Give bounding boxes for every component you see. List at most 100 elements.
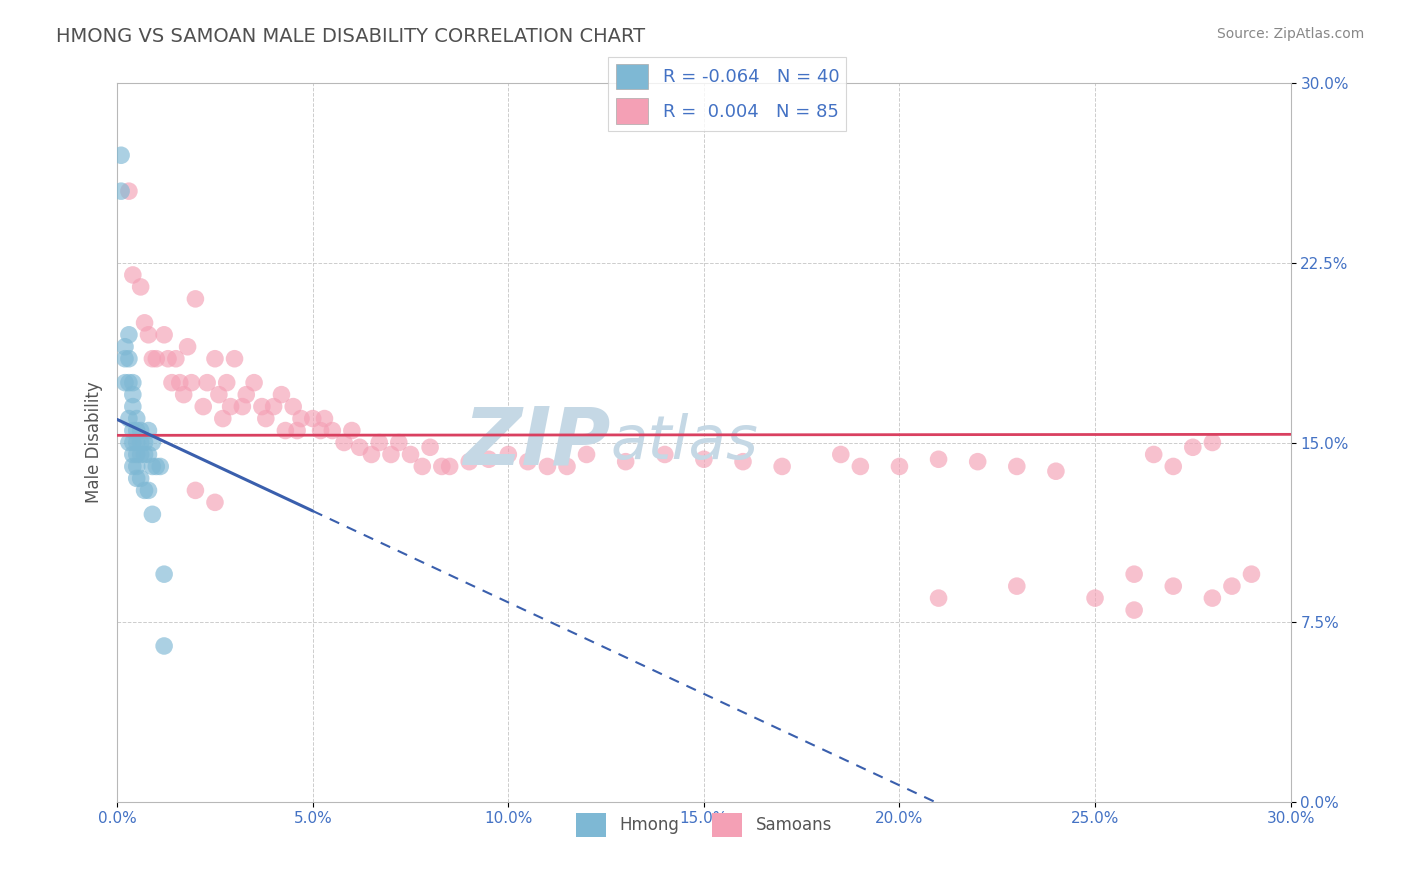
Point: [309, 424, 332, 438]
Point: [125, 411, 148, 425]
Point: [254, 411, 277, 425]
Point: [614, 455, 637, 469]
Point: [243, 376, 266, 390]
Point: [195, 376, 218, 390]
Point: [138, 483, 160, 498]
Point: [231, 400, 253, 414]
Point: [204, 351, 226, 366]
Point: [215, 376, 238, 390]
Point: [129, 448, 152, 462]
Text: Source: ZipAtlas.com: Source: ZipAtlas.com: [1216, 27, 1364, 41]
Point: [160, 376, 183, 390]
Point: [1005, 459, 1028, 474]
Point: [173, 387, 195, 401]
Point: [118, 435, 141, 450]
Point: [1143, 448, 1166, 462]
Point: [129, 280, 152, 294]
Point: [114, 351, 136, 366]
Point: [121, 448, 143, 462]
Point: [145, 351, 167, 366]
Point: [235, 387, 257, 401]
Point: [141, 508, 163, 522]
Text: ZIP: ZIP: [463, 403, 610, 482]
Point: [360, 448, 382, 462]
Point: [1005, 579, 1028, 593]
Point: [498, 448, 520, 462]
Point: [458, 455, 481, 469]
Point: [1161, 579, 1184, 593]
Point: [380, 448, 402, 462]
Point: [149, 459, 172, 474]
Point: [138, 327, 160, 342]
Point: [125, 424, 148, 438]
Text: atlas: atlas: [610, 413, 758, 472]
Point: [157, 351, 180, 366]
Point: [388, 435, 411, 450]
Point: [125, 435, 148, 450]
Point: [1123, 603, 1146, 617]
Point: [928, 591, 950, 606]
Point: [129, 435, 152, 450]
Point: [121, 424, 143, 438]
Y-axis label: Male Disability: Male Disability: [86, 382, 103, 503]
Point: [184, 292, 207, 306]
Point: [274, 424, 297, 438]
Point: [770, 459, 793, 474]
Point: [1084, 591, 1107, 606]
Point: [349, 440, 371, 454]
Point: [141, 435, 163, 450]
Point: [121, 268, 143, 282]
Point: [399, 448, 422, 462]
Point: [250, 400, 273, 414]
Point: [125, 471, 148, 485]
Point: [118, 184, 141, 198]
Point: [290, 411, 312, 425]
Point: [121, 435, 143, 450]
Point: [134, 316, 156, 330]
Point: [1045, 464, 1067, 478]
Point: [180, 376, 202, 390]
Point: [1201, 435, 1223, 450]
Point: [224, 351, 246, 366]
Point: [176, 340, 198, 354]
Point: [169, 376, 191, 390]
Point: [314, 411, 336, 425]
Point: [333, 435, 356, 450]
Point: [849, 459, 872, 474]
Point: [654, 448, 676, 462]
Point: [110, 148, 132, 162]
Point: [830, 448, 852, 462]
Point: [439, 459, 461, 474]
Point: [153, 639, 176, 653]
Point: [1220, 579, 1243, 593]
Point: [138, 448, 160, 462]
Point: [134, 435, 156, 450]
Point: [411, 459, 433, 474]
Text: HMONG VS SAMOAN MALE DISABILITY CORRELATION CHART: HMONG VS SAMOAN MALE DISABILITY CORRELAT…: [56, 27, 645, 45]
Point: [283, 400, 305, 414]
Point: [129, 424, 152, 438]
Point: [219, 400, 242, 414]
Point: [478, 452, 501, 467]
Point: [141, 459, 163, 474]
Point: [1181, 440, 1204, 454]
Point: [301, 411, 323, 425]
Point: [368, 435, 391, 450]
Point: [693, 452, 716, 467]
Point: [211, 411, 233, 425]
Point: [270, 387, 292, 401]
Point: [153, 327, 176, 342]
Point: [575, 448, 598, 462]
Point: [516, 455, 538, 469]
Point: [184, 483, 207, 498]
Point: [121, 387, 143, 401]
Point: [118, 376, 141, 390]
Point: [536, 459, 558, 474]
Point: [153, 567, 176, 582]
Legend: Hmong, Samoans: Hmong, Samoans: [569, 806, 839, 844]
Point: [110, 184, 132, 198]
Point: [889, 459, 911, 474]
Point: [121, 400, 143, 414]
Point: [285, 424, 308, 438]
Point: [134, 483, 156, 498]
